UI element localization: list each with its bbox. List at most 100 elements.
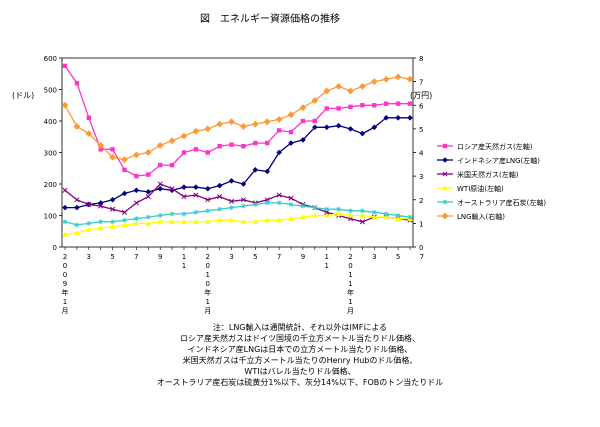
- data-point: [157, 181, 163, 187]
- series-line: [64, 183, 411, 223]
- x-tick-label: 7: [277, 253, 281, 261]
- data-point: [395, 215, 401, 221]
- data-point: [193, 192, 199, 198]
- data-point: [395, 115, 401, 121]
- data-point: [133, 216, 139, 222]
- data-point: [145, 214, 151, 220]
- data-point: [407, 101, 413, 106]
- data-point: [384, 101, 389, 106]
- data-point: [216, 182, 223, 189]
- right-tick-label: 1: [419, 220, 423, 228]
- data-point: [74, 197, 80, 203]
- right-tick-label: 6: [419, 102, 424, 110]
- data-point: [122, 217, 127, 223]
- data-point: [264, 168, 271, 175]
- data-point: [264, 217, 271, 223]
- data-point: [181, 219, 187, 224]
- data-point: [110, 147, 115, 152]
- data-point: [74, 81, 80, 86]
- right-tick-label: 4: [419, 150, 424, 158]
- data-point: [442, 143, 448, 149]
- data-point: [193, 184, 199, 190]
- x-tick-label: 7: [134, 253, 138, 261]
- legend-item: オーストラリア産石炭(左軸): [437, 198, 546, 207]
- series-5: [61, 73, 414, 163]
- data-point: [300, 118, 306, 124]
- data-point: [228, 198, 235, 204]
- data-point: [169, 162, 175, 168]
- x-tick-label: 9: [301, 253, 305, 261]
- series-4: [62, 200, 413, 228]
- data-point: [264, 200, 270, 206]
- data-point: [228, 178, 235, 184]
- x-tick-label: 3: [229, 253, 233, 261]
- left-tick-label: 200: [44, 181, 57, 189]
- data-point: [312, 124, 318, 131]
- data-point: [441, 212, 449, 220]
- data-point: [74, 204, 80, 211]
- data-point: [192, 127, 200, 135]
- data-point: [133, 187, 140, 194]
- note-line-1: 注：LNG輸入は通関統計、それ以外はIMFによる: [212, 323, 388, 332]
- data-point: [395, 101, 401, 106]
- data-point: [109, 153, 116, 161]
- data-point: [300, 137, 306, 143]
- series-3: [62, 211, 413, 237]
- series-line: [64, 213, 410, 236]
- data-point: [323, 124, 330, 131]
- series-line: [64, 65, 410, 177]
- legend-item: LNG輸入(右軸): [437, 212, 505, 221]
- data-point: [276, 217, 282, 223]
- data-point: [324, 106, 329, 111]
- note-line-2: ロシア産天然ガスはドイツ国境の千立方メートル当たりドル価格、: [180, 334, 420, 343]
- data-point: [121, 156, 128, 163]
- data-point: [360, 103, 365, 108]
- data-point: [288, 129, 294, 135]
- data-point: [86, 115, 91, 121]
- data-point: [360, 208, 365, 214]
- data-point: [371, 214, 378, 220]
- data-point: [275, 116, 283, 123]
- legend-item: 米国天然ガス(左軸): [437, 170, 519, 179]
- data-point: [97, 200, 104, 206]
- left-tick-label: 600: [44, 55, 57, 63]
- data-point: [288, 195, 294, 201]
- right-tick-label: 5: [419, 126, 423, 134]
- x-tick-label: 3: [372, 253, 376, 261]
- left-tick-label: 0: [53, 244, 57, 252]
- data-point: [383, 115, 390, 121]
- data-point: [324, 206, 330, 212]
- data-point: [97, 142, 105, 149]
- data-point: [122, 167, 127, 173]
- data-point: [121, 209, 128, 215]
- data-point: [288, 140, 294, 146]
- data-point: [359, 82, 366, 90]
- data-point: [252, 202, 258, 207]
- data-point: [180, 132, 188, 140]
- data-point: [395, 213, 401, 218]
- data-point: [145, 189, 152, 195]
- left-tick-label: 300: [44, 150, 57, 158]
- data-point: [217, 144, 222, 149]
- legend-label: オーストラリア産石炭(左軸): [457, 198, 546, 207]
- data-point: [323, 87, 331, 95]
- data-point: [241, 203, 246, 209]
- left-tick-label: 100: [44, 213, 57, 221]
- legend-item: ロシア産天然ガス(左軸): [437, 142, 533, 151]
- note-line-3: インドネシア産LNGは日本での立方メートル当たりドル価格、: [187, 345, 413, 354]
- data-point: [287, 111, 295, 119]
- data-point: [86, 220, 92, 226]
- data-point: [252, 219, 259, 224]
- data-point: [74, 222, 80, 228]
- data-point: [442, 199, 448, 205]
- data-point: [372, 103, 377, 108]
- data-point: [370, 78, 378, 86]
- data-point: [383, 211, 389, 217]
- data-point: [240, 181, 247, 187]
- legend-item: インドネシア産LNG(左軸): [437, 156, 540, 165]
- data-point: [73, 123, 81, 130]
- data-point: [299, 104, 307, 112]
